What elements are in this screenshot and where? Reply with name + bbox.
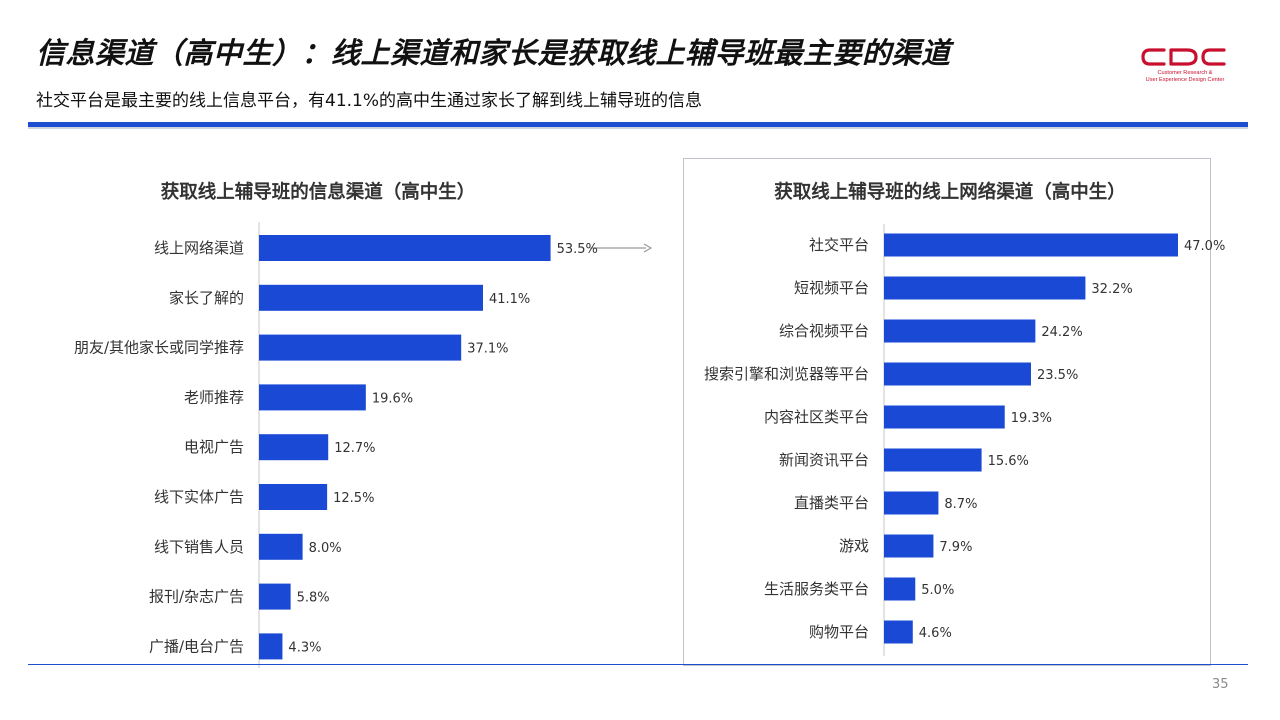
logo-caption: Customer Research & User Experience Desi… — [1140, 70, 1230, 83]
bar-7 — [884, 491, 939, 515]
value-label: 32.2% — [1091, 282, 1132, 297]
category-label: 搜索引擎和浏览器等平台 — [704, 365, 869, 383]
value-label: 5.0% — [921, 583, 954, 598]
category-label: 广播/电台广告 — [149, 637, 244, 655]
right-chart-title: 获取线上辅导班的线上网络渠道（高中生） — [774, 182, 1126, 203]
category-label: 生活服务类平台 — [764, 580, 869, 598]
category-label: 直播类平台 — [794, 494, 869, 512]
cdc-logo: Customer Research & User Experience Desi… — [1140, 46, 1230, 86]
value-label: 41.1% — [489, 292, 530, 307]
value-label: 37.1% — [467, 342, 508, 357]
bar-7 — [259, 533, 303, 560]
bar-2 — [884, 276, 1086, 300]
value-label: 8.0% — [309, 541, 342, 556]
bar-3 — [884, 319, 1036, 343]
value-label: 23.5% — [1037, 368, 1078, 383]
value-label: 53.5% — [557, 242, 598, 257]
bar-4 — [884, 362, 1031, 386]
page-subtitle: 社交平台是最主要的线上信息平台，有41.1%的高中生通过家长了解到线上辅导班的信… — [36, 91, 703, 111]
bar-3 — [259, 334, 462, 361]
value-label: 7.9% — [939, 540, 972, 555]
category-label: 综合视频平台 — [779, 322, 869, 340]
header-rule — [28, 122, 1248, 127]
category-label: 朋友/其他家长或同学推荐 — [74, 339, 244, 357]
right-chart-panel — [683, 158, 1211, 666]
bar-9 — [259, 633, 283, 660]
logo-caption-line1: Customer Research & — [1157, 70, 1213, 76]
header-rule-shadow — [28, 127, 1248, 129]
value-label: 15.6% — [988, 454, 1029, 469]
page-number: 35 — [1212, 677, 1229, 692]
logo-caption-line2: User Experience Design Center — [1145, 76, 1225, 83]
category-label: 线下销售人员 — [154, 538, 244, 556]
bar-10 — [884, 620, 913, 644]
bar-8 — [259, 583, 291, 610]
category-label: 线上网络渠道 — [154, 239, 244, 257]
category-label: 电视广告 — [184, 438, 244, 456]
category-label: 报刊/杂志广告 — [149, 588, 244, 606]
value-label: 24.2% — [1041, 325, 1082, 340]
value-label: 12.5% — [333, 491, 374, 506]
value-label: 5.8% — [297, 591, 330, 606]
category-label: 社交平台 — [809, 236, 869, 254]
bar-2 — [259, 284, 483, 311]
category-label: 新闻资讯平台 — [779, 451, 869, 469]
category-label: 线下实体广告 — [154, 488, 244, 506]
bar-9 — [884, 577, 916, 601]
bar-5 — [259, 434, 329, 461]
left-chart-title: 获取线上辅导班的信息渠道（高中生） — [160, 182, 476, 203]
page-title: 信息渠道（高中生）：线上渠道和家长是获取线上辅导班最主要的渠道 — [36, 36, 951, 70]
value-label: 8.7% — [944, 497, 977, 512]
value-label: 12.7% — [334, 441, 375, 456]
category-label: 家长了解的 — [169, 289, 244, 307]
value-label: 47.0% — [1184, 239, 1225, 254]
arrow-right-icon — [590, 243, 652, 253]
bar-1 — [259, 235, 551, 261]
cdc-logo-mark — [1141, 48, 1226, 66]
bar-6 — [884, 448, 982, 472]
value-label: 19.6% — [372, 391, 413, 406]
bar-8 — [884, 534, 934, 558]
category-label: 购物平台 — [809, 623, 869, 641]
footer-rule — [28, 664, 1248, 665]
bar-6 — [259, 484, 328, 510]
value-label: 4.3% — [288, 640, 321, 655]
value-label: 19.3% — [1011, 411, 1052, 426]
category-label: 老师推荐 — [184, 388, 244, 406]
category-label: 短视频平台 — [794, 279, 869, 297]
bar-5 — [884, 405, 1005, 429]
category-label: 内容社区类平台 — [764, 408, 869, 426]
value-label: 4.6% — [919, 626, 952, 641]
bar-1 — [884, 233, 1178, 257]
bar-4 — [259, 384, 366, 411]
category-label: 游戏 — [839, 537, 869, 555]
